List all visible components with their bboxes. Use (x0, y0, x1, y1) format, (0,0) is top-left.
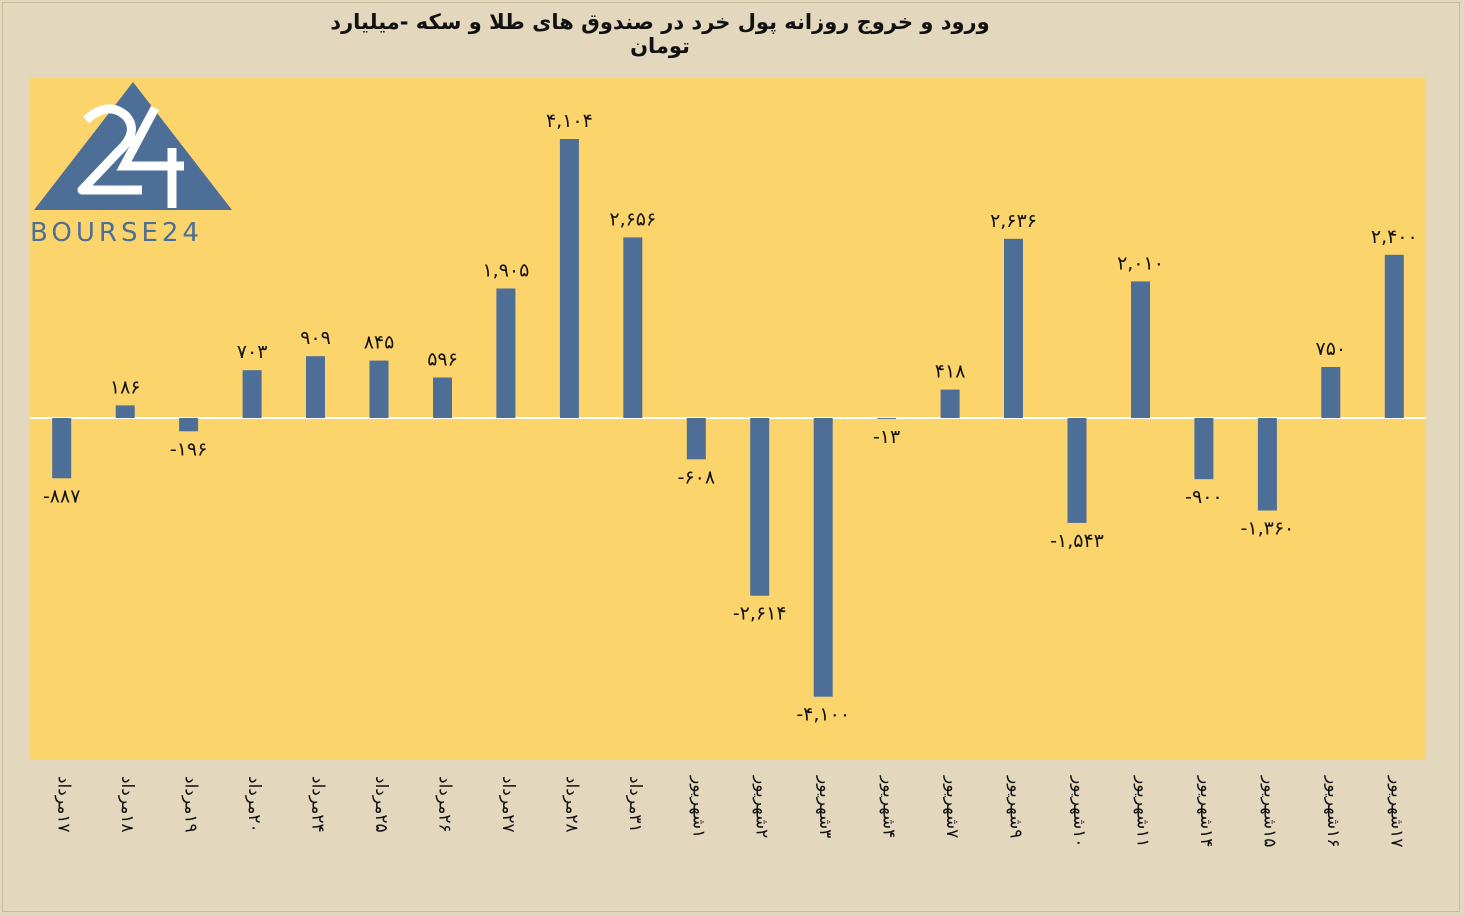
value-label: -۱۹۶ (170, 438, 207, 460)
logo-digit-2 (77, 104, 142, 195)
category-label: ۲۶مرداد (435, 776, 455, 833)
value-label: ۲,۶۵۶ (609, 208, 656, 230)
logo-digit-4 (116, 105, 184, 208)
bar (433, 377, 452, 418)
bar (940, 389, 960, 418)
bar (1067, 418, 1087, 523)
category-label: ۱۰شهریور (1069, 775, 1089, 847)
value-labels-group: -۸۸۷ ۱۸۶ -۱۹۶ ۷۰۳ ۹۰۹ ۸۴۵ ۵۹۶ ۱,۹۰۵ ۴,۱۰۴ ۲,۶۵۶ -۶… (43, 110, 1418, 726)
chart-title: ورود و خروج روزانه پول خرد در صندوق های … (330, 10, 990, 58)
value-label: ۱,۹۰۵ (482, 260, 529, 282)
bar (52, 418, 72, 479)
category-label: ۲۵مرداد (371, 776, 391, 833)
category-label: ۱۷شهریور (1386, 775, 1406, 847)
category-label: ۷شهریور (942, 775, 962, 838)
category-label: ۱۹مرداد (181, 776, 201, 833)
category-label: ۱۸مرداد (117, 776, 137, 833)
category-label: ۴شهریور (879, 775, 899, 838)
value-label: -۸۸۷ (43, 485, 80, 507)
bar (877, 418, 897, 419)
bars-group (52, 139, 1404, 697)
bar (1257, 418, 1277, 511)
value-label: -۶۰۸ (678, 466, 715, 488)
value-label: ۷۰۳ (237, 341, 268, 363)
category-label: ۲شهریور (752, 775, 772, 838)
bar (369, 360, 389, 418)
category-label: ۲۴مرداد (308, 776, 328, 833)
value-label: ۲,۰۱۰ (1117, 252, 1164, 274)
bar (242, 370, 262, 418)
category-label: ۲۰مرداد (244, 776, 264, 833)
category-labels-group: ۱۷مرداد ۱۸مرداد ۱۹مرداد ۲۰مرداد ۲۴مرداد ۲۵مرد… (54, 775, 1407, 847)
logo-wordmark: BOURSE24 (30, 218, 203, 248)
category-label: ۱شهریور (688, 775, 708, 838)
category-label: ۱۵شهریور (1259, 775, 1279, 847)
value-label: -۱,۵۴۳ (1050, 530, 1104, 552)
value-label: ۷۵۰ (1315, 338, 1346, 360)
bar (813, 418, 833, 697)
bar (1321, 367, 1341, 418)
value-label: ۵۹۶ (427, 349, 458, 371)
category-label: ۱۱شهریور (1133, 775, 1153, 847)
category-label: ۹شهریور (1006, 775, 1026, 838)
bar (496, 288, 516, 418)
bar (1384, 254, 1404, 418)
value-label: ۴۱۸ (935, 361, 966, 383)
category-label: ۲۸مرداد (561, 776, 581, 833)
bar (750, 418, 770, 596)
bar (623, 237, 643, 418)
value-label: -۹۰۰ (1185, 486, 1222, 508)
category-label: ۲۷مرداد (498, 776, 518, 833)
value-label: -۱۳ (873, 426, 900, 448)
category-label: ۳۱مرداد (625, 776, 645, 833)
value-label: ۴,۱۰۴ (546, 110, 593, 132)
category-label: ۱۶شهریور (1323, 775, 1343, 847)
bar (1004, 238, 1023, 418)
bourse24-logo: BOURSE24 (30, 82, 232, 248)
bar (179, 418, 199, 432)
value-label: -۲,۶۱۴ (733, 603, 787, 625)
value-label: ۱۸۶ (110, 376, 141, 398)
category-label: ۱۴شهریور (1196, 775, 1216, 847)
bar (686, 418, 706, 460)
value-label: ۸۴۵ (364, 332, 395, 354)
category-label: ۱۷مرداد (54, 776, 74, 833)
bar (1131, 281, 1150, 418)
value-label: -۴,۱۰۰ (796, 704, 850, 726)
category-label: ۳شهریور (815, 775, 835, 838)
value-label: -۱,۳۶۰ (1241, 518, 1295, 540)
value-label: ۲,۶۳۶ (990, 210, 1037, 232)
bar (306, 356, 325, 418)
value-label: ۹۰۹ (300, 327, 331, 349)
bar (115, 405, 135, 418)
bar (559, 139, 579, 418)
bar (1194, 418, 1214, 480)
value-label: ۲,۴۰۰ (1371, 226, 1418, 248)
